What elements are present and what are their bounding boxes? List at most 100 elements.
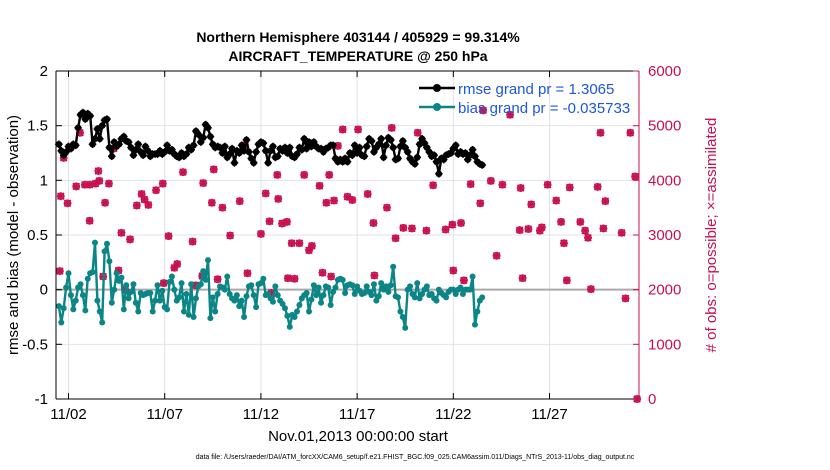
obs-count-point [448,220,457,229]
bias-point [123,282,130,289]
obs-count-point [318,268,327,277]
rmse-point [245,148,253,156]
bias-point [281,305,288,312]
rmse-point [237,141,246,150]
bias-point [147,289,154,296]
bias-point [272,283,279,290]
obs-count-point [105,179,113,188]
obs-count-point [587,285,595,293]
bias-point [390,263,397,270]
rmse-point [386,136,395,144]
bias-point [118,274,125,281]
rmse-point [273,152,282,161]
rmse-point [435,169,443,178]
bias-point [387,282,394,289]
obs-count-point [274,195,283,203]
bias-point [315,284,322,291]
y-tick-label: -0.5 [22,336,48,353]
bias-point [238,297,245,304]
rmse-point [389,143,397,152]
bias-point [291,314,298,320]
obs-count-point [327,272,335,281]
obs-count-point [261,189,270,198]
bias-point [103,240,110,247]
rmse-series [55,108,486,178]
bias-point [154,282,161,289]
rmse-point [285,143,294,152]
obs-count-point [199,179,208,187]
bias-point [433,297,440,304]
bias-point [457,284,464,291]
rmse-point [403,148,412,156]
rmse-point [189,141,198,150]
obs-count-point [290,274,299,283]
obs-count-point [209,165,218,174]
bias-point [132,299,139,306]
bias-point [474,308,481,315]
obs-count-point [506,110,514,119]
rmse-point [261,147,270,155]
obs-count-point [144,201,153,209]
bias-point [221,286,228,293]
bias-point [77,281,84,288]
legend-bias-label: bias grand pr = -0.035733 [458,100,630,117]
bias-point [176,294,183,301]
bias-point [200,268,207,275]
y2-tick-label: 0 [648,391,656,408]
bias-point [113,270,120,277]
obs-count-point [85,216,94,225]
bias-point [361,289,368,296]
bias-point [313,292,320,299]
bias-point [306,308,313,315]
bias-point [265,291,272,298]
obs-count-point [56,192,65,201]
obs-count-point [621,294,630,303]
y-tick-label: 0 [40,282,48,299]
obs-count-point [348,196,357,204]
rmse-point [411,160,419,168]
bias-point [79,292,86,299]
obs-count-point [518,274,527,283]
x-tick-label: 11/12 [243,406,279,423]
rmse-point [355,143,364,152]
x-tick-label: 11/02 [50,406,86,423]
obs-count-point [562,276,571,285]
bias-point [183,291,190,298]
bias-point [156,297,163,304]
rmse-point [163,141,171,150]
rmse-point [468,145,477,154]
bias-point [351,291,358,298]
bias-point [385,288,392,295]
rmse-point [221,142,229,151]
y2-tick-label: 6000 [648,63,681,80]
obs-count-point [265,217,274,226]
bias-point [106,258,113,265]
bias-point [467,286,474,293]
obs-count-point [565,183,574,192]
bias-point [250,292,257,299]
obs-count-point [159,279,168,287]
bias-point [55,303,62,310]
rmse-point [144,147,152,155]
rmse-point [300,134,309,143]
y-axis-label: rmse and bias (model - observation) [5,115,22,355]
obs-count-point [537,223,546,232]
obs-count-point [325,171,334,179]
bias-point [236,303,243,310]
obs-count-point [137,190,146,198]
rmse-point [107,152,116,161]
bias-point [342,289,349,296]
bias-point [243,293,250,300]
obs-count-point [283,218,291,226]
rmse-point [139,151,147,159]
obs-count-point [476,199,485,208]
bias-point [428,291,435,298]
bias-point [212,308,219,315]
bias-point [260,275,267,282]
rmse-point [115,140,123,149]
obs-count-point [617,228,626,237]
obs-count-point [543,180,552,189]
obs-count-point [584,233,592,242]
rmse-point [471,152,479,161]
bias-point [469,273,476,280]
